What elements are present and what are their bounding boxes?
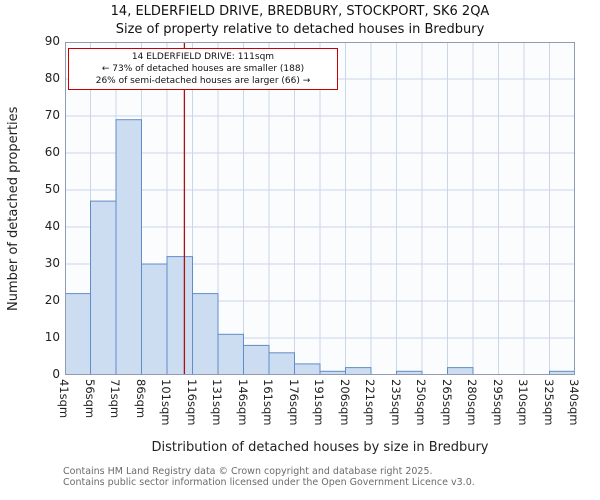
- bar-146sqm: [243, 344, 270, 376]
- y-tick-label-60: 60: [44, 145, 60, 159]
- x-tick-label-176sqm: 176sqm: [286, 379, 301, 426]
- x-tick-label-86sqm: 86sqm: [133, 379, 148, 419]
- bar-161sqm: [268, 352, 295, 376]
- x-axis-label: Distribution of detached houses by size …: [151, 440, 489, 455]
- annotation-line-1: 14 ELDERFIELD DRIVE: 111sqm: [131, 52, 275, 62]
- x-tick-label-116sqm: 116sqm: [184, 379, 199, 426]
- bar-101sqm: [166, 256, 193, 376]
- x-tick-label-56sqm: 56sqm: [82, 379, 97, 419]
- y-tick-label-70: 70: [44, 108, 60, 122]
- bar-265sqm: [447, 367, 474, 376]
- bar-86sqm: [141, 263, 168, 376]
- chart-subtitle: Size of property relative to detached ho…: [115, 22, 485, 37]
- plot-area: [64, 41, 576, 376]
- bar-41sqm: [64, 293, 91, 376]
- x-tick-label-280sqm: 280sqm: [465, 379, 479, 426]
- plot-border: [65, 42, 575, 375]
- y-tick-label-10: 10: [44, 330, 60, 344]
- x-tick-label-265sqm: 265sqm: [439, 379, 454, 426]
- bar-131sqm: [217, 333, 244, 376]
- x-tick-label-101sqm: 101sqm: [159, 379, 173, 426]
- y-tick-label-90: 90: [44, 34, 60, 48]
- y-tick-label-20: 20: [44, 293, 60, 307]
- marker-annotation-box: 14 ELDERFIELD DRIVE: 111sqm ← 73% of det…: [68, 48, 338, 90]
- x-tick-label-131sqm: 131sqm: [210, 379, 224, 426]
- x-tick-label-221sqm: 221sqm: [363, 379, 377, 426]
- y-axis-label: Number of detached properties: [6, 106, 21, 311]
- bar-56sqm: [90, 200, 117, 376]
- x-tick-label-161sqm: 161sqm: [261, 379, 275, 426]
- x-tick-label-250sqm: 250sqm: [414, 379, 428, 426]
- x-tick-label-295sqm: 295sqm: [490, 379, 505, 426]
- y-tick-label-80: 80: [44, 71, 60, 85]
- bar-71sqm: [115, 119, 142, 376]
- histogram-plot: [64, 41, 576, 376]
- bar-206sqm: [345, 367, 372, 376]
- bar-116sqm: [192, 293, 219, 376]
- x-tick-label-206sqm: 206sqm: [337, 379, 352, 426]
- x-tick-label-146sqm: 146sqm: [235, 379, 250, 426]
- y-tick-label-30: 30: [44, 256, 60, 270]
- chart-title: 14, ELDERFIELD DRIVE, BREDBURY, STOCKPOR…: [110, 4, 490, 19]
- x-tick-label-235sqm: 235sqm: [388, 379, 403, 426]
- y-tick-label-40: 40: [44, 219, 60, 233]
- footer-copyright-line-1: Contains HM Land Registry data © Crown c…: [63, 466, 433, 477]
- annotation-line-3: 26% of semi-detached houses are larger (…: [95, 76, 311, 86]
- x-tick-label-325sqm: 325sqm: [541, 379, 556, 426]
- footer-copyright-line-2: Contains public sector information licen…: [63, 477, 475, 488]
- x-tick-label-191sqm: 191sqm: [312, 379, 326, 426]
- y-tick-label-0: 0: [52, 367, 60, 381]
- x-tick-label-41sqm: 41sqm: [57, 379, 71, 419]
- x-tick-label-71sqm: 71sqm: [108, 379, 122, 419]
- y-tick-label-50: 50: [44, 182, 60, 196]
- bar-176sqm: [294, 363, 321, 376]
- x-tick-label-340sqm: 340sqm: [567, 379, 581, 426]
- annotation-line-2: ← 73% of detached houses are smaller (18…: [101, 64, 305, 74]
- x-tick-label-310sqm: 310sqm: [516, 379, 530, 426]
